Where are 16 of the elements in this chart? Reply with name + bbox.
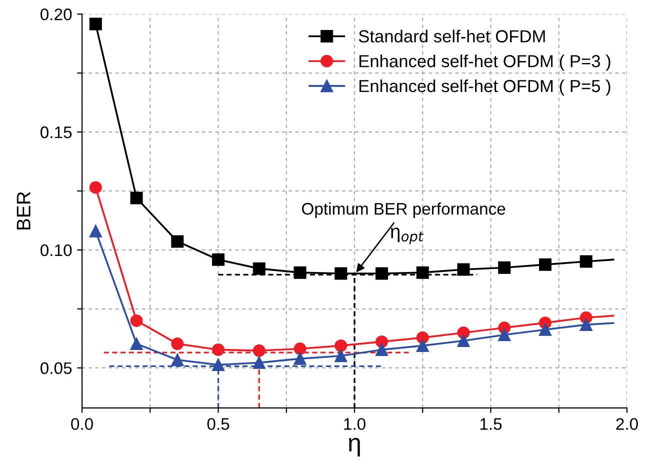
x-tick-label: 1.5 <box>480 418 502 430</box>
legend-label: Standard self-het OFDM <box>358 30 545 42</box>
y-tick-label: 0.10 <box>40 244 72 256</box>
y-tick-label: 0.05 <box>40 362 72 374</box>
x-tick-label: 2.0 <box>616 418 638 430</box>
y-tick-label: 0.20 <box>40 8 72 20</box>
x-tick-label: 1.0 <box>344 418 366 430</box>
annotation: η$_{opt}$ <box>390 228 424 244</box>
y-axis-title: BER <box>16 192 30 230</box>
x-tick-label: 0.0 <box>71 418 93 430</box>
x-axis-title: η <box>348 438 360 457</box>
legend-label: Enhanced self-het OFDM ( P=3 ) <box>360 54 610 71</box>
legend-label: Enhanced self-het OFDM ( P=5 ) <box>360 79 610 96</box>
y-tick-label: 0.15 <box>40 126 72 138</box>
x-tick-label: 0.5 <box>207 418 230 430</box>
annotation: Optimum BER performance <box>302 202 506 218</box>
